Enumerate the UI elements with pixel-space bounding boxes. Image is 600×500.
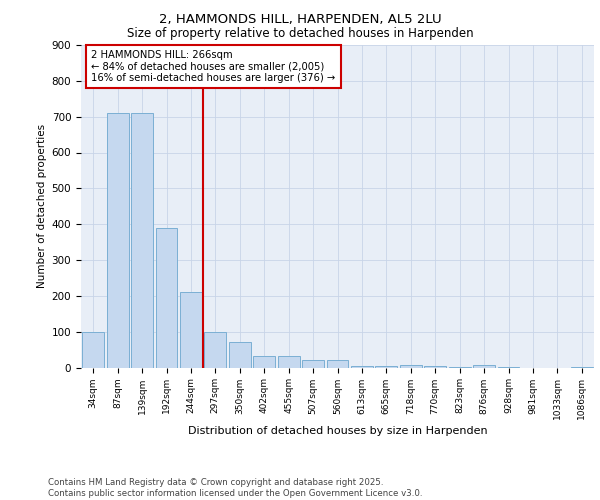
- Bar: [155, 228, 178, 368]
- Text: 2 HAMMONDS HILL: 266sqm
← 84% of detached houses are smaller (2,005)
16% of semi: 2 HAMMONDS HILL: 266sqm ← 84% of detache…: [91, 50, 335, 83]
- Y-axis label: Number of detached properties: Number of detached properties: [37, 124, 47, 288]
- Bar: [253, 356, 275, 368]
- Bar: [302, 360, 324, 368]
- Bar: [82, 332, 104, 368]
- Bar: [180, 292, 202, 368]
- Bar: [131, 113, 153, 368]
- Bar: [424, 366, 446, 368]
- Bar: [497, 367, 520, 368]
- Bar: [571, 367, 593, 368]
- X-axis label: Distribution of detached houses by size in Harpenden: Distribution of detached houses by size …: [188, 426, 487, 436]
- Bar: [376, 366, 397, 368]
- Text: 2, HAMMONDS HILL, HARPENDEN, AL5 2LU: 2, HAMMONDS HILL, HARPENDEN, AL5 2LU: [158, 12, 442, 26]
- Bar: [326, 360, 349, 368]
- Bar: [205, 332, 226, 368]
- Text: Size of property relative to detached houses in Harpenden: Size of property relative to detached ho…: [127, 28, 473, 40]
- Bar: [229, 342, 251, 367]
- Bar: [400, 364, 422, 368]
- Bar: [351, 366, 373, 368]
- Text: Contains HM Land Registry data © Crown copyright and database right 2025.
Contai: Contains HM Land Registry data © Crown c…: [48, 478, 422, 498]
- Bar: [449, 367, 470, 368]
- Bar: [473, 364, 495, 368]
- Bar: [278, 356, 299, 368]
- Bar: [107, 113, 128, 368]
